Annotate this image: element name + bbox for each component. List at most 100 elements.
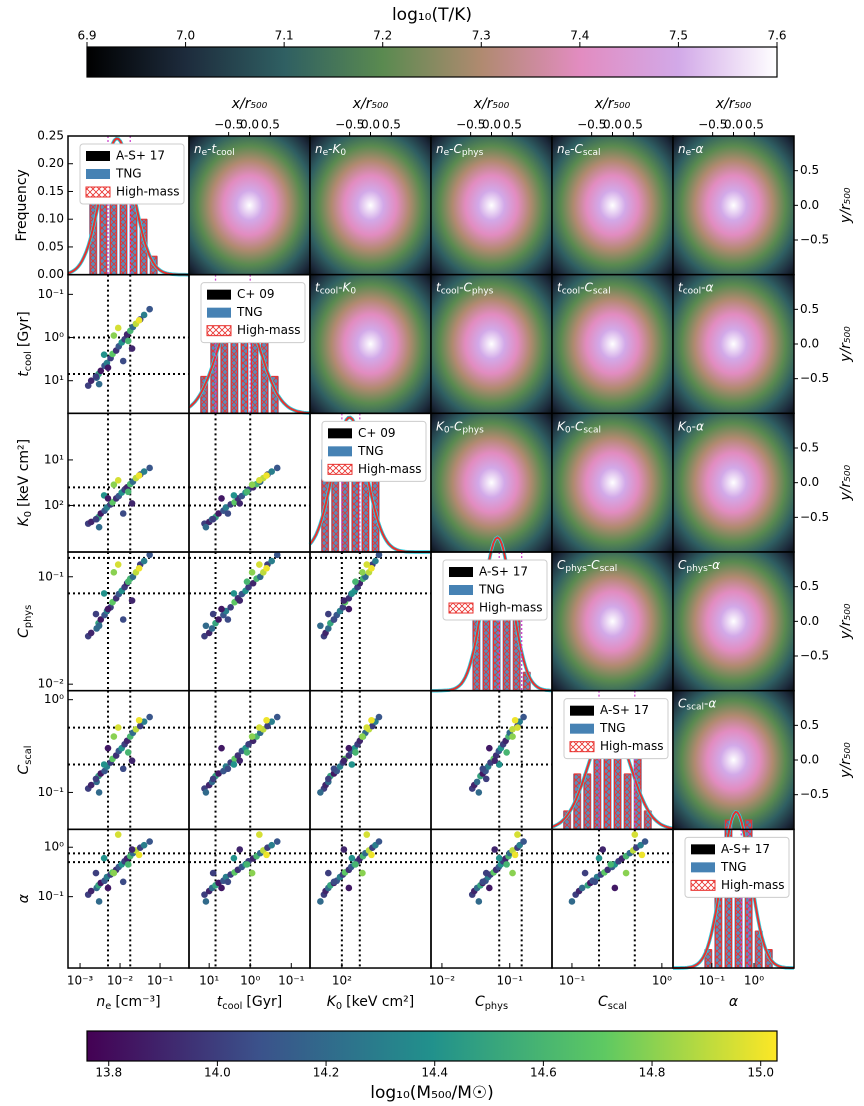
cluster-point (243, 861, 251, 868)
image-x-tick-label: 0.5 (382, 118, 401, 132)
colorbar-tick-label: 7.6 (767, 29, 786, 43)
cluster-point (256, 724, 263, 731)
legend-swatch (85, 186, 111, 198)
subscript: 0 (350, 286, 356, 296)
cluster-point (95, 380, 103, 388)
cluster-point (114, 561, 122, 568)
unit: [Gyr] (246, 994, 282, 1010)
symbol: C (591, 558, 600, 572)
y-tick-label: 10⁻¹ (38, 569, 65, 583)
cluster-point (249, 579, 257, 587)
image-x-axis-label: x/r₅₀₀ (594, 96, 631, 112)
histogram-bar-high-mass (614, 754, 622, 830)
image-y-tick-label: −0.5 (800, 787, 829, 801)
cluster-point (236, 846, 244, 853)
legend-label: A-S+ 17 (721, 842, 770, 856)
cluster-point (637, 841, 644, 849)
legend-swatch (86, 169, 110, 179)
cluster-point (146, 464, 153, 472)
cluster-point (146, 838, 153, 845)
colorbar (86, 46, 778, 78)
y-tick-label: 10⁻¹ (38, 785, 65, 799)
cluster-point (95, 898, 103, 905)
cluster-point (128, 757, 136, 764)
colorbar-tick-label: 14.8 (639, 1066, 666, 1080)
legend-swatch (690, 879, 716, 891)
cluster-point (140, 468, 148, 475)
cluster-point (201, 891, 208, 898)
y-tick-label: 10⁻¹ (38, 287, 65, 301)
panel-label: Cscal-α (678, 696, 716, 712)
image-y-tick-label: −0.5 (800, 649, 829, 663)
cluster-point (92, 869, 100, 877)
colorbar-tick-label: 7.4 (570, 29, 589, 43)
cluster-point (104, 605, 112, 613)
cluster-point (218, 495, 225, 502)
cluster-point (486, 744, 493, 752)
image-y-tick-label: 0.0 (800, 753, 819, 767)
legend-label: TNG (115, 167, 142, 181)
legend-swatch (570, 723, 594, 734)
legend-label: High-mass (237, 323, 300, 337)
cluster-point (268, 718, 275, 725)
subscript: e (444, 148, 450, 158)
legend-label: High-mass (358, 462, 421, 476)
y-tick-label: 0.25 (37, 129, 64, 143)
legend-swatch (328, 428, 352, 439)
colorbar-tick-label: 7.1 (275, 29, 294, 43)
symbol: C (585, 280, 594, 294)
panel-frame (672, 828, 795, 969)
cluster-point (202, 523, 210, 531)
cluster-point (135, 317, 143, 324)
cluster-point (140, 841, 148, 849)
symbol: t (436, 280, 442, 294)
temperature-map (673, 690, 794, 830)
cluster-point (119, 765, 127, 773)
cluster-point (218, 744, 225, 752)
cluster-point (248, 869, 256, 877)
x-tick-label: 10⁻¹ (497, 974, 524, 988)
separator: - (692, 419, 696, 433)
cluster-point (104, 744, 112, 752)
image-y-tick-label: 0.5 (800, 718, 819, 732)
legend-label: TNG (599, 721, 626, 735)
temperature-map (673, 413, 794, 553)
cluster-point (264, 722, 271, 730)
unit: [cm⁻³] (115, 994, 160, 1010)
cluster-point (256, 476, 263, 484)
image-x-tick-label: 0.0 (724, 118, 743, 132)
x-tick-label: 10⁻³ (67, 974, 94, 988)
symbol: n (436, 142, 444, 156)
cluster-point (317, 898, 324, 905)
subscript: cool (320, 286, 338, 296)
symbol: C (475, 994, 485, 1010)
symbol: C (575, 142, 584, 156)
cluster-point (514, 724, 521, 731)
colorbar-tick-label: 7.0 (176, 29, 195, 43)
separator: - (207, 142, 211, 156)
cluster-point (230, 492, 238, 499)
histogram-bar-high-mass (230, 338, 238, 414)
cluster-point (611, 884, 619, 892)
legend-swatch (691, 844, 715, 855)
symbol: n (194, 142, 202, 156)
panel-label: tcool-K0 (315, 280, 356, 296)
cluster-point (209, 775, 217, 783)
cluster-point (599, 846, 607, 853)
cluster-point (248, 569, 256, 576)
subscript: 0 (444, 425, 450, 435)
legend-label: High-mass (479, 601, 542, 615)
subscript: e (565, 148, 571, 158)
cluster-point (248, 481, 256, 489)
symbol: α (729, 994, 739, 1010)
subscript: e (202, 148, 208, 158)
cluster-point (273, 713, 281, 721)
cluster-point (146, 551, 153, 559)
subscript: 0 (565, 425, 571, 435)
cluster-point (638, 851, 646, 859)
cluster-point (256, 561, 263, 568)
subscript: e (105, 1001, 111, 1012)
subscript: scal (608, 1001, 627, 1012)
cluster-point (581, 869, 589, 877)
